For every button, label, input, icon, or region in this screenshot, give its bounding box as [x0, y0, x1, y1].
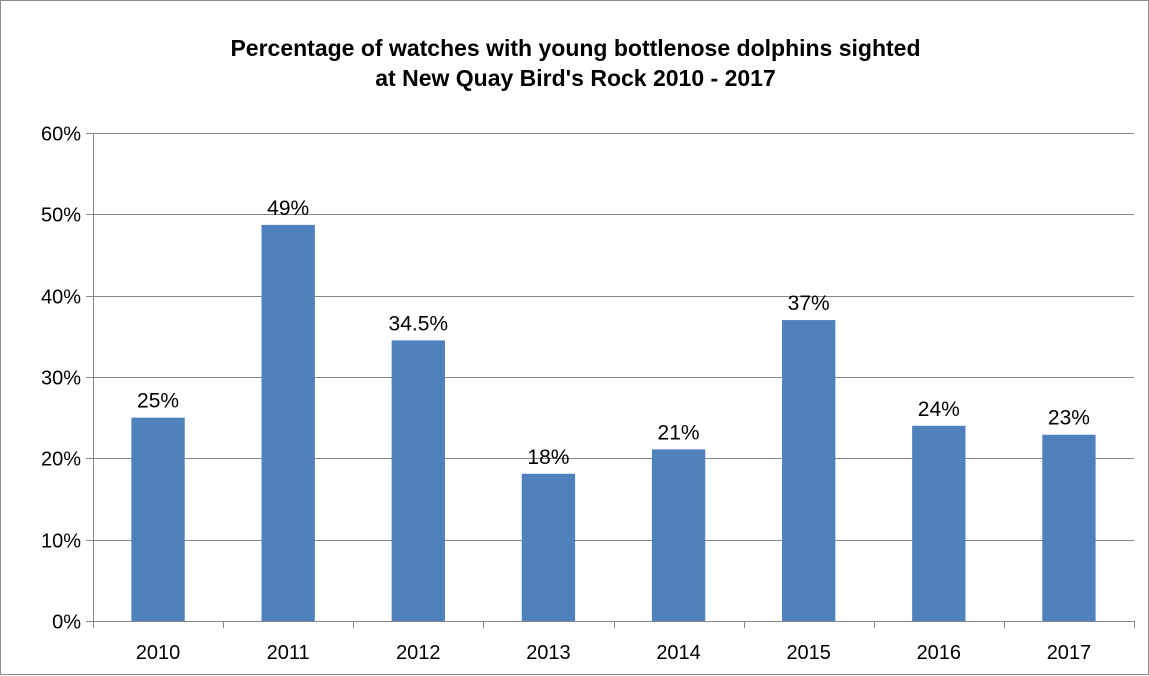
x-tick-label-2015: 2015: [786, 642, 831, 664]
x-tick-label-2012: 2012: [396, 642, 441, 664]
x-tick-label-2011: 2011: [267, 642, 310, 664]
data-label-2016: 24%: [918, 398, 960, 421]
bar-2014: [651, 449, 706, 621]
x-tick-label-2016: 2016: [917, 642, 962, 664]
bar-2016: [912, 425, 966, 621]
bars: [131, 224, 1096, 621]
data-label-2013: 18%: [527, 446, 569, 469]
y-tick-label: 0%: [52, 612, 81, 634]
data-label-2014: 21%: [658, 421, 700, 444]
y-tick-label: 20%: [41, 449, 81, 471]
chart-title-line-1: Percentage of watches with young bottlen…: [230, 35, 921, 61]
bar-2010: [131, 417, 185, 621]
data-label-2011: 49%: [267, 197, 309, 220]
x-tick-label-2013: 2013: [526, 642, 571, 664]
x-tick-label-2017: 2017: [1047, 642, 1092, 664]
data-label-2017: 23%: [1048, 407, 1090, 430]
bar-2011: [261, 224, 315, 621]
y-tick-label: 30%: [41, 368, 81, 390]
bar-2013: [521, 473, 576, 621]
chart-title-line-2: at New Quay Bird's Rock 2010 - 2017: [375, 65, 776, 91]
y-tick-label: 60%: [41, 124, 81, 146]
y-tick-label: 40%: [41, 287, 81, 309]
grid-lines: [93, 133, 1134, 541]
y-tick-label: 10%: [41, 531, 81, 553]
chart-title: Percentage of watches with young bottlen…: [1, 33, 1149, 93]
labels: 0% 10% 20% 30% 40% 50% 60% 25% 2010 49% 2011 34.5% 2…: [41, 124, 1091, 665]
x-tick-label-2010: 2010: [136, 642, 181, 664]
x-tick-label-2014: 2014: [656, 642, 701, 664]
y-tick-label: 50%: [41, 205, 81, 227]
bar-2015: [782, 320, 836, 621]
axes: [86, 133, 1135, 628]
data-label-2012: 34.5%: [389, 312, 449, 335]
data-label-2010: 25%: [137, 390, 179, 413]
bar-2017: [1042, 434, 1096, 621]
bar-2012: [391, 340, 445, 621]
data-label-2015: 37%: [788, 292, 830, 315]
